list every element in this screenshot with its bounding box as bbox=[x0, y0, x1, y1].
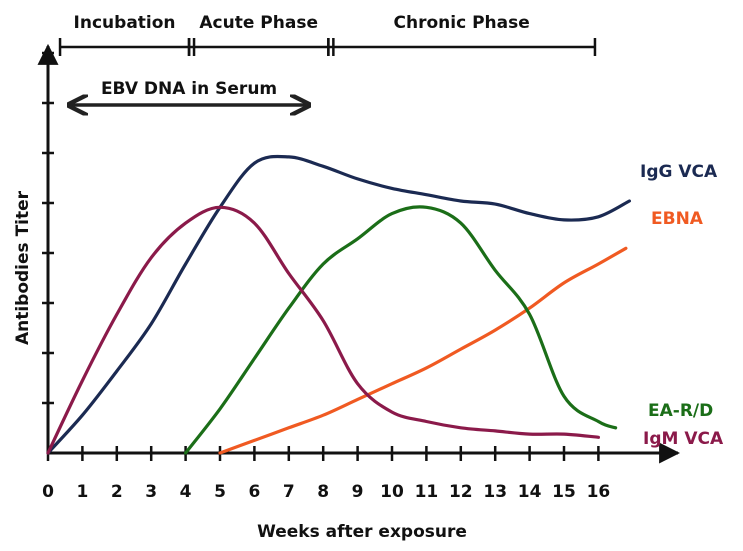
series-lines bbox=[46, 154, 631, 455]
y-ticks bbox=[42, 51, 54, 405]
series-line-igm-vca bbox=[46, 205, 600, 455]
series-line-igg-vca bbox=[46, 154, 631, 455]
x-tick-label: 0 bbox=[42, 482, 54, 502]
series-label: IgG VCA bbox=[640, 162, 718, 182]
x-tick-label: 2 bbox=[111, 482, 123, 502]
series-label: IgM VCA bbox=[643, 429, 724, 449]
series-label: EA-R/D bbox=[648, 401, 713, 421]
y-axis-title: Antibodies Titer bbox=[13, 190, 33, 345]
series-labels: IgG VCA EBNA EA-R/D IgM VCA bbox=[640, 162, 724, 449]
phase-label: Incubation bbox=[74, 13, 176, 33]
x-tick-label: 1 bbox=[76, 482, 88, 502]
x-tick-label: 14 bbox=[518, 482, 542, 502]
x-tick-label: 8 bbox=[317, 482, 329, 502]
x-tick-label: 5 bbox=[214, 482, 226, 502]
x-axis-title: Weeks after exposure bbox=[257, 522, 467, 542]
x-tick-label: 16 bbox=[587, 482, 611, 502]
x-tick-label: 12 bbox=[449, 482, 473, 502]
x-tick-label: 9 bbox=[352, 482, 364, 502]
x-tick-label: 10 bbox=[380, 482, 404, 502]
x-tick-label: 13 bbox=[483, 482, 507, 502]
ebv-dna-annotation: EBV DNA in Serum bbox=[69, 79, 310, 105]
phase-label: Acute Phase bbox=[199, 13, 318, 33]
x-tick-label: 6 bbox=[248, 482, 260, 502]
series-label: EBNA bbox=[651, 209, 704, 229]
x-tick-label: 3 bbox=[145, 482, 157, 502]
series-line-ea-r-d bbox=[184, 205, 618, 455]
series-line-ebna bbox=[218, 246, 628, 455]
ebv-dna-label: EBV DNA in Serum bbox=[101, 79, 277, 99]
x-tick-label: 7 bbox=[283, 482, 295, 502]
x-ticks: 0 1 2 3 4 5 6 7 8 9 10 11 12 13 14 15 16 bbox=[42, 446, 610, 502]
x-tick-label: 15 bbox=[552, 482, 576, 502]
x-tick-label: 11 bbox=[415, 482, 439, 502]
phase-label: Chronic Phase bbox=[394, 13, 530, 33]
x-tick-label: 4 bbox=[180, 482, 192, 502]
phase-bar: Incubation Acute Phase Chronic Phase bbox=[58, 13, 597, 56]
